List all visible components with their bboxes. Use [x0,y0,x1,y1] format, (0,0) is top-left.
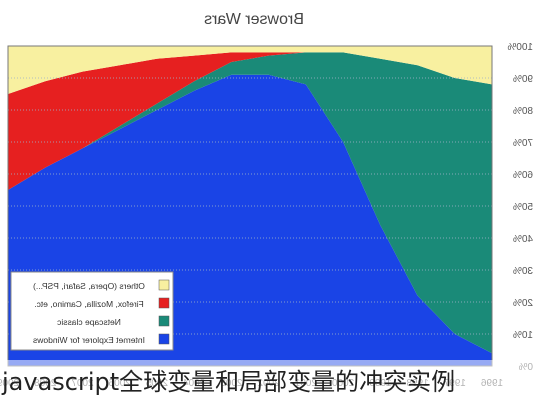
y-tick-label: 100% [507,42,533,53]
legend-label: Others (Opera, Safari, PSP...) [33,281,145,291]
caption-text: javascript全球变量和局部变量的冲突实例 [2,368,456,396]
legend-swatch [158,333,170,345]
y-tick-label: 40% [513,234,533,245]
area-series-3 [8,46,492,94]
y-tick-label: 80% [513,106,533,117]
y-tick-label: 70% [513,138,533,149]
legend-label: Netscape classic [56,317,121,327]
y-tick-label: 20% [513,298,533,309]
legend-box [10,271,174,351]
chart-title: Browser Wars [204,11,304,28]
legend-swatch [158,279,170,291]
legend-swatch [158,297,170,309]
legend-label: Internet Explorer for Windows [33,335,145,345]
legend-swatch [158,315,170,327]
y-tick-label: 90% [513,74,533,85]
y-tick-label: 60% [513,170,533,181]
legend-label: Firefox, Mozilla, Camino, etc. [34,299,144,309]
caption-bar [0,360,533,400]
y-tick-label: 10% [513,330,533,341]
area-series-1 [8,52,492,354]
y-tick-label: 50% [513,202,533,213]
area-series-2 [8,52,492,191]
y-tick-label: 30% [513,266,533,277]
